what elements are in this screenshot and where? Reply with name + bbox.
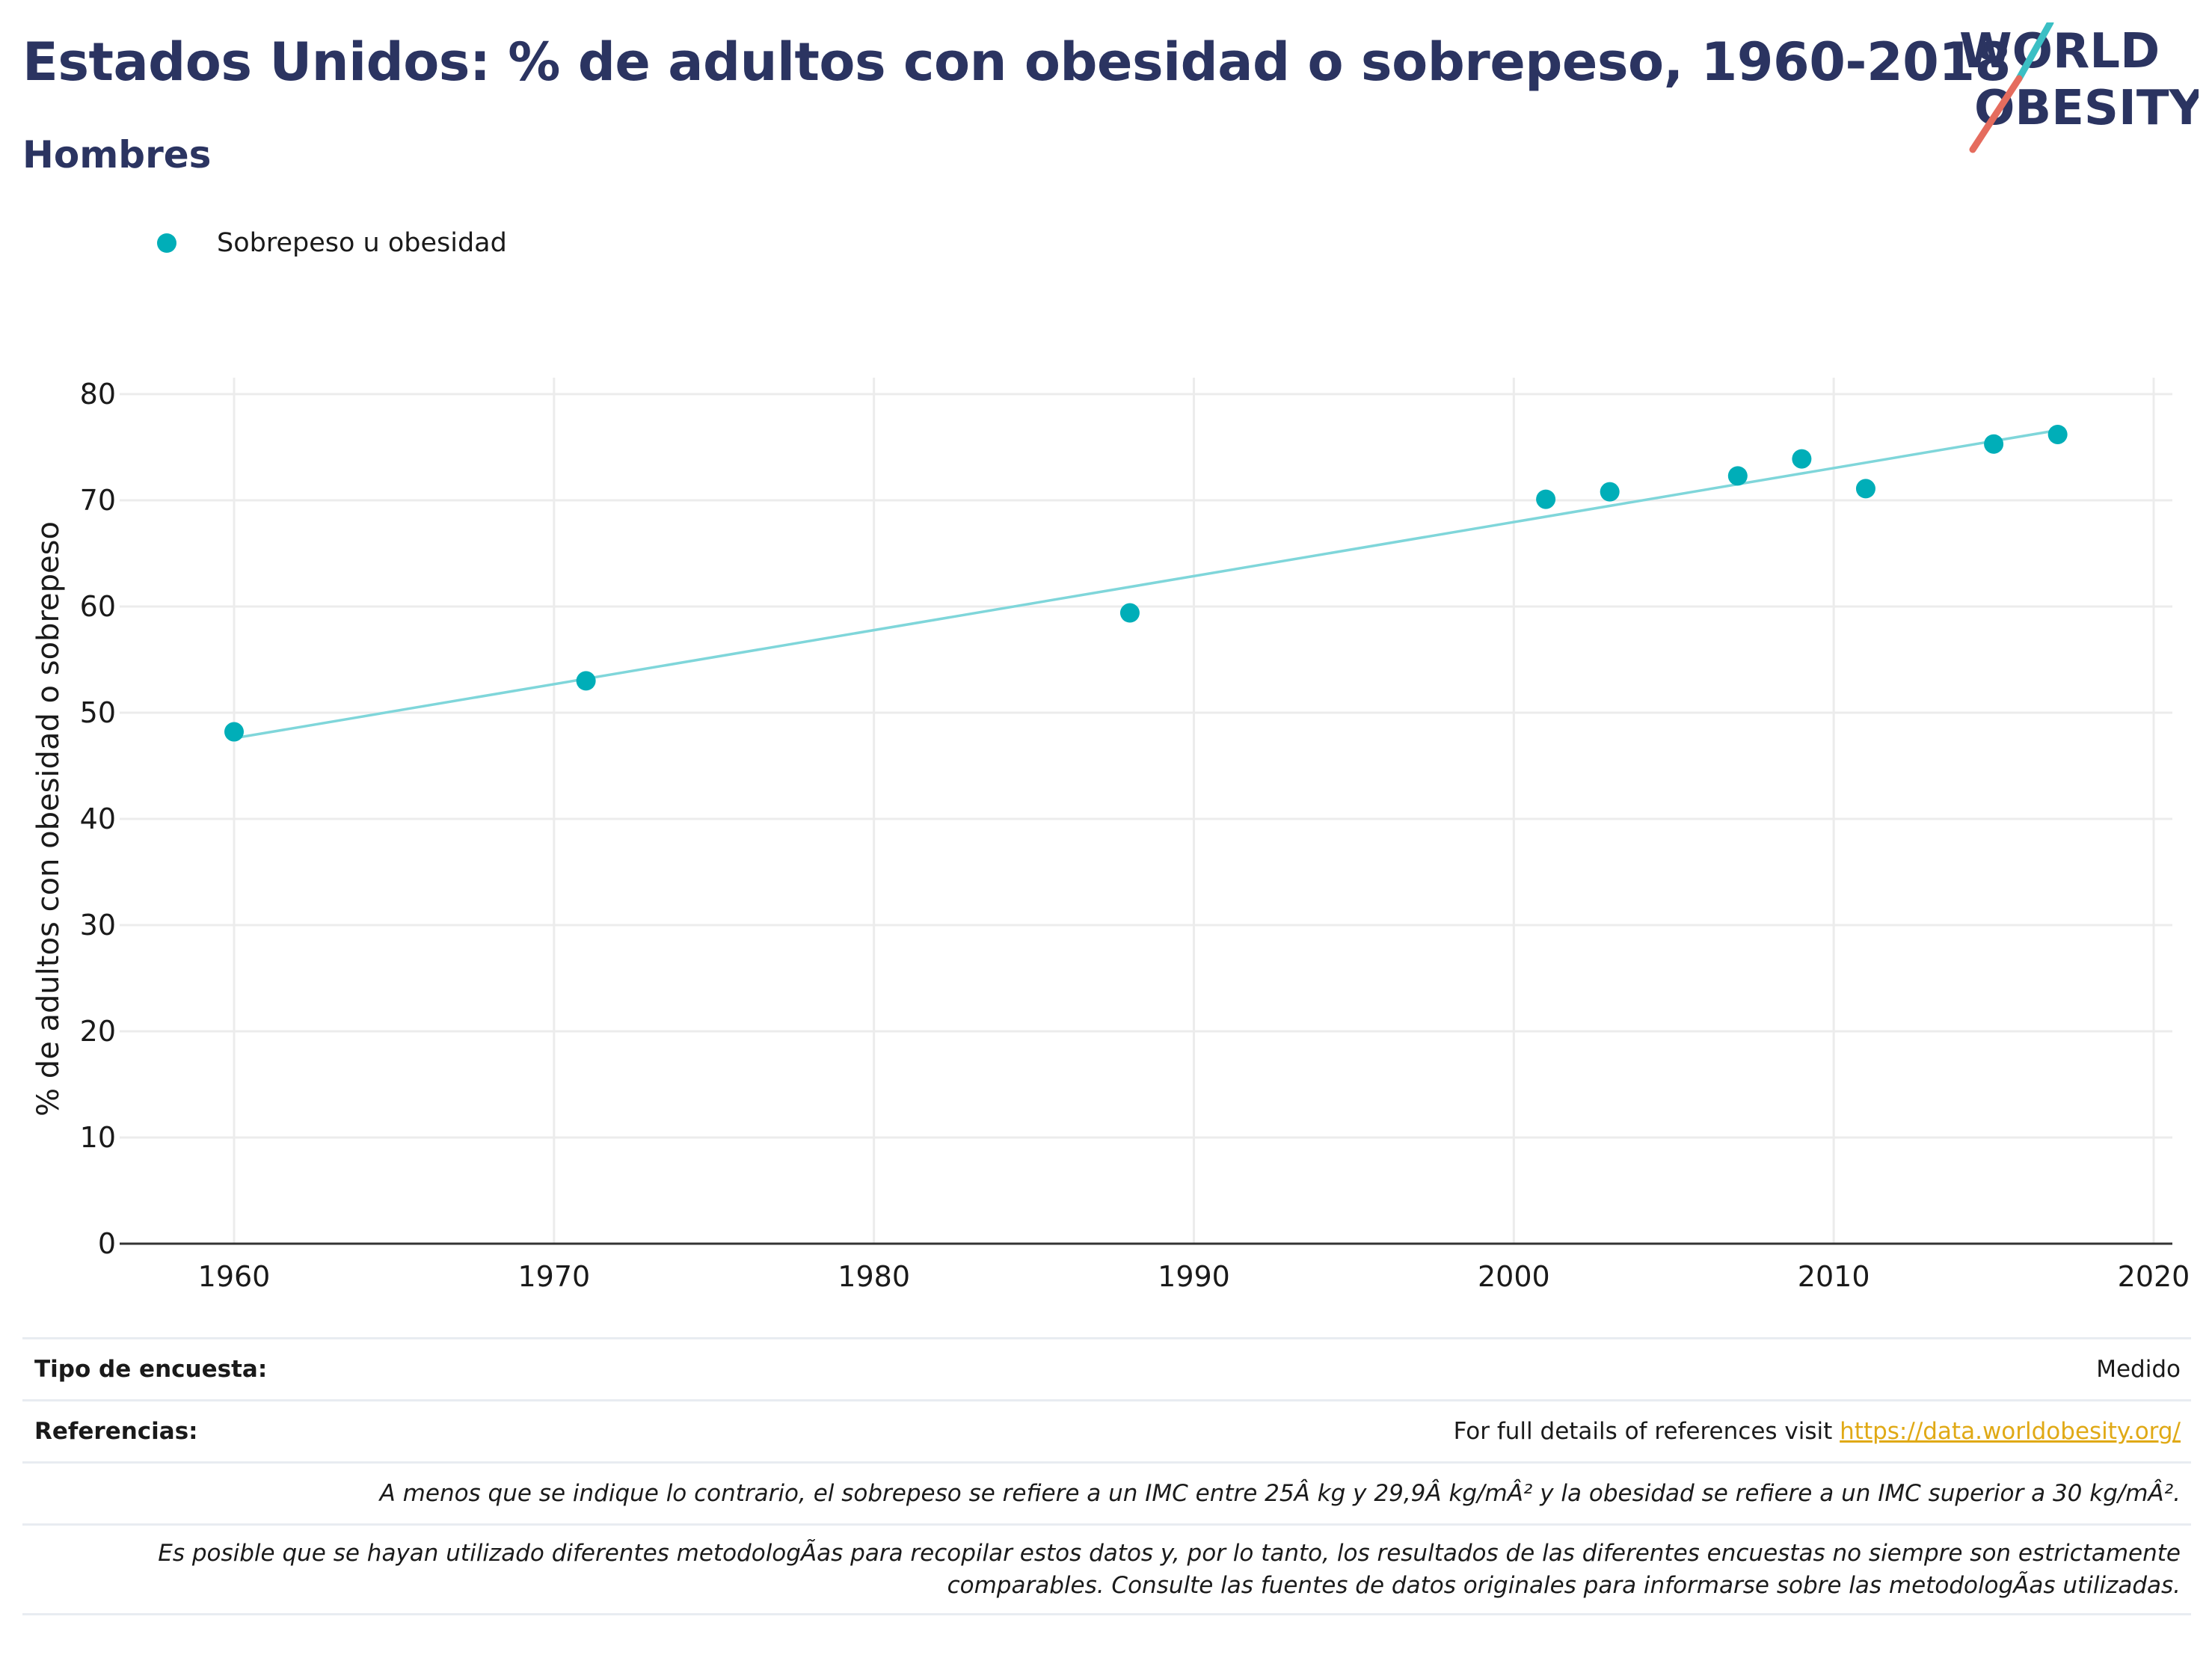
methodology-note-row: Es posible que se hayan utilizado difere…	[22, 1523, 2191, 1615]
data-point	[224, 722, 244, 742]
survey-type-label: Tipo de encuesta:	[34, 1356, 268, 1383]
data-point	[1536, 489, 1556, 509]
page-title: Estados Unidos: % de adultos con obesida…	[22, 31, 2011, 93]
trendline-layer	[233, 429, 2058, 740]
data-point	[1792, 449, 1812, 469]
chart-labels: 1960 1970 1980 1990 2000 2010 2020 0 10 20 30 40 50 6…	[31, 378, 2190, 1293]
chart-grid	[120, 378, 2172, 1244]
data-points	[224, 424, 2068, 742]
references-row: Referencias: For full details of referen…	[22, 1399, 2191, 1461]
methodology-note: Es posible que se hayan utilizado difere…	[34, 1538, 2181, 1602]
legend-label: Sobrepeso u obesidad	[217, 228, 507, 258]
y-tick-label: 40	[80, 802, 116, 835]
y-tick-label: 0	[98, 1227, 116, 1260]
svg-text:WORLD: WORLD	[1959, 24, 2160, 79]
references-label: Referencias:	[34, 1418, 198, 1445]
data-point	[1727, 466, 1748, 486]
data-point	[1119, 603, 1140, 623]
x-tick-label: 2020	[2118, 1260, 2190, 1293]
chart-legend[interactable]: Sobrepeso u obesidad	[157, 226, 507, 260]
x-tick-label: 1980	[838, 1260, 910, 1293]
methodology-note-line1: Es posible que se hayan utilizado difere…	[158, 1539, 2181, 1567]
y-tick-label: 60	[80, 590, 116, 623]
data-point	[2047, 424, 2068, 444]
references-text: For full details of references visit	[1453, 1418, 1840, 1445]
survey-type-value: Medido	[2096, 1356, 2181, 1383]
y-tick-label: 30	[80, 909, 116, 942]
x-tick-label: 1960	[198, 1260, 271, 1293]
world-obesity-logo: WORLD OBESITY	[1959, 22, 2199, 153]
data-point	[1600, 482, 1620, 502]
page-subtitle: Hombres	[22, 133, 212, 176]
x-tick-label: 2010	[1798, 1260, 1870, 1293]
references-value: For full details of references visit htt…	[1454, 1418, 2181, 1445]
y-tick-label: 20	[80, 1015, 116, 1048]
x-tick-label: 1970	[517, 1260, 590, 1293]
data-point	[576, 671, 596, 691]
y-tick-label: 80	[80, 378, 116, 411]
trendline	[233, 429, 2058, 740]
y-tick-label: 70	[80, 484, 116, 517]
methodology-note-line2: comparables. Consulte las fuentes de dat…	[947, 1571, 2181, 1599]
y-axis-label: % de adultos con obesidad o sobrepeso	[31, 521, 66, 1117]
survey-type-row: Tipo de encuesta: Medido	[22, 1337, 2191, 1399]
y-tick-label: 10	[80, 1121, 116, 1154]
data-point	[1984, 434, 2004, 454]
data-point	[1855, 479, 1875, 499]
scatter-chart: 1960 1970 1980 1990 2000 2010 2020 0 10 20 30 40 50 6…	[31, 378, 2190, 1293]
info-table: Tipo de encuesta: Medido Referencias: Fo…	[22, 1337, 2191, 1615]
x-tick-label: 2000	[1478, 1260, 1550, 1293]
x-tick-label: 1990	[1158, 1260, 1230, 1293]
y-tick-label: 50	[80, 696, 116, 729]
bmi-note-row: A menos que se indique lo contrario, el …	[22, 1461, 2191, 1523]
bmi-note: A menos que se indique lo contrario, el …	[379, 1479, 2181, 1507]
legend-marker	[157, 233, 176, 253]
references-link[interactable]: https://data.worldobesity.org/	[1840, 1418, 2181, 1445]
